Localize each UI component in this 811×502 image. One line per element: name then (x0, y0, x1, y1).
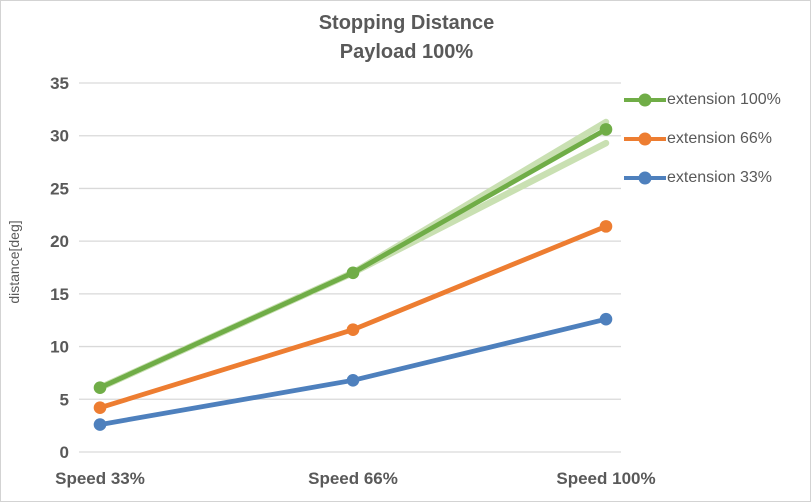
x-tick-label: Speed 66% (308, 469, 398, 488)
legend-label: extension 100% (667, 91, 781, 108)
y-tick-label: 30 (50, 127, 69, 146)
data-point-marker (93, 418, 107, 431)
data-point-marker (346, 266, 360, 280)
y-tick-label: 0 (60, 443, 69, 462)
legend-label: extension 66% (667, 130, 772, 147)
y-tick-label: 35 (50, 74, 69, 93)
legend-entry-extension-33-: extension 33% (623, 165, 809, 191)
y-tick-label: 5 (60, 390, 69, 409)
data-point-marker (93, 381, 107, 394)
data-point-marker (599, 123, 613, 136)
chart-title-line1: Stopping Distance (318, 12, 495, 34)
data-point-marker (599, 312, 613, 326)
data-point-marker (346, 323, 360, 337)
y-tick-label: 25 (50, 179, 69, 198)
y-tick-label: 10 (50, 338, 69, 357)
x-tick-label: Speed 33% (55, 469, 145, 488)
data-point-marker (346, 374, 360, 387)
chart-title: Stopping Distance Payload 100% (1, 9, 810, 67)
legend-entry-extension-66-: extension 66% (623, 126, 809, 152)
legend: extension 100% extension 66% extension 33% (623, 87, 809, 191)
y-tick-label: 15 (50, 285, 69, 304)
data-point-marker (599, 220, 613, 233)
legend-marker-icon (624, 132, 666, 146)
x-tick-label: Speed 100% (556, 469, 655, 488)
legend-marker-icon (624, 171, 666, 185)
y-tick-label: 20 (50, 232, 69, 251)
legend-marker-icon (624, 93, 666, 107)
legend-entry-extension-100-: extension 100% (623, 87, 809, 113)
legend-label: extension 33% (667, 169, 772, 186)
chart-title-line2: Payload 100% (339, 41, 474, 63)
data-point-marker (93, 401, 107, 415)
